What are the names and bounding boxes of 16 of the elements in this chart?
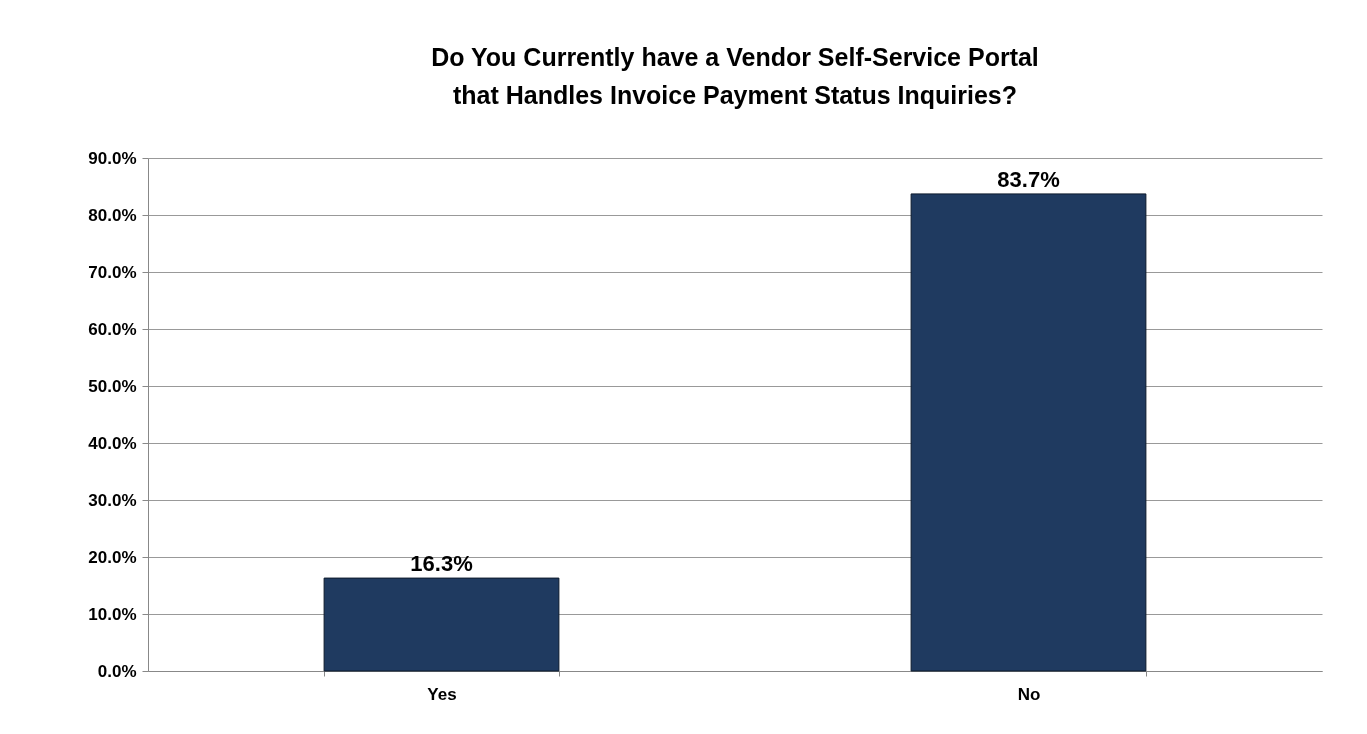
x-tick-label: No [1017,684,1041,704]
y-tick-label: 20.0% [88,547,137,567]
data-label: 83.7% [997,166,1060,192]
y-tick-label: 10.0% [88,604,137,624]
y-tick-label: 40.0% [88,433,137,453]
y-tick-label: 30.0% [88,490,137,510]
text: that Handles Invoice Payment Status Inquiries? [452,81,1018,109]
data-label: 16.3% [410,551,473,577]
x-tick-label: Yes [427,684,457,704]
y-tick-label: 0.0% [97,661,137,681]
text: Do You Currently have a Vendor Self-Service Portal [431,43,1039,71]
y-tick-label: 60.0% [88,319,137,339]
y-tick-label: 50.0% [88,376,137,396]
y-tick-label: 90.0% [88,148,137,168]
y-tick-label: 80.0% [88,205,137,225]
y-tick-label: 70.0% [88,262,137,282]
